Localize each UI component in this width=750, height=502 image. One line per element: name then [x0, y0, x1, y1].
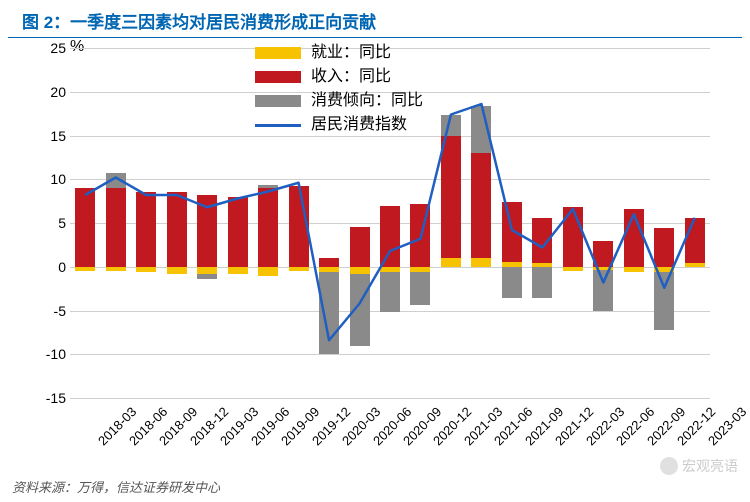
bar-group — [167, 48, 187, 398]
legend-label: 就业：同比 — [311, 42, 391, 64]
y-tick-label: 20 — [36, 84, 66, 100]
bar-income — [593, 241, 613, 267]
bar-income — [654, 228, 674, 267]
y-tick-label: -5 — [36, 303, 66, 319]
bar-employment — [685, 263, 705, 267]
legend-swatch — [255, 47, 301, 59]
bar-income — [532, 218, 552, 264]
bar-group — [75, 48, 95, 398]
source-text: 资料来源：万得，信达证券研发中心 — [12, 477, 220, 496]
bar-propensity — [654, 272, 674, 330]
bar-group — [228, 48, 248, 398]
legend-swatch — [255, 95, 301, 107]
bar-group — [441, 48, 461, 398]
bar-group — [563, 48, 583, 398]
bar-group — [624, 48, 644, 398]
y-tick-label: 15 — [36, 128, 66, 144]
bar-employment — [197, 267, 217, 274]
bar-propensity — [593, 270, 613, 310]
legend-item: 消费倾向：同比 — [255, 90, 423, 112]
bar-income — [197, 195, 217, 267]
bar-income — [350, 227, 370, 267]
bar-income — [685, 218, 705, 264]
bar-propensity — [319, 272, 339, 354]
y-tick-label: -10 — [36, 346, 66, 362]
bar-employment — [350, 267, 370, 274]
bar-income — [502, 202, 522, 262]
bar-group — [685, 48, 705, 398]
bar-propensity — [106, 173, 126, 188]
gridline — [70, 398, 710, 399]
bar-group — [106, 48, 126, 398]
bar-income — [471, 153, 491, 258]
bar-group — [471, 48, 491, 398]
bar-propensity — [502, 267, 522, 299]
bar-group — [197, 48, 217, 398]
bar-income — [167, 192, 187, 267]
legend-swatch — [255, 71, 301, 83]
bar-group — [502, 48, 522, 398]
bar-income — [380, 206, 400, 267]
bar-propensity — [258, 185, 278, 189]
bar-income — [258, 188, 278, 267]
bar-employment — [167, 267, 187, 274]
bar-income — [319, 258, 339, 267]
bar-employment — [228, 267, 248, 274]
bar-group — [532, 48, 552, 398]
bar-employment — [563, 267, 583, 271]
watermark-icon — [660, 457, 678, 475]
bar-employment — [624, 267, 644, 272]
legend-swatch — [255, 124, 301, 127]
legend-label: 消费倾向：同比 — [311, 90, 423, 112]
bar-employment — [289, 267, 309, 271]
bar-income — [563, 207, 583, 267]
bar-group — [654, 48, 674, 398]
bar-income — [75, 188, 95, 267]
y-tick-label: 10 — [36, 171, 66, 187]
bar-propensity — [380, 272, 400, 312]
bar-income — [441, 136, 461, 259]
legend-item: 居民消费指数 — [255, 114, 423, 136]
y-tick-label: 5 — [36, 215, 66, 231]
watermark-text: 宏观亮语 — [682, 456, 738, 476]
bar-income — [410, 204, 430, 267]
legend-item: 收入：同比 — [255, 66, 423, 88]
bar-propensity — [441, 115, 461, 136]
bar-employment — [136, 267, 156, 272]
legend-label: 收入：同比 — [311, 66, 391, 88]
bar-propensity — [471, 106, 491, 153]
bar-group — [136, 48, 156, 398]
legend-item: 就业：同比 — [255, 42, 423, 64]
legend: 就业：同比收入：同比消费倾向：同比居民消费指数 — [255, 42, 423, 138]
bar-income — [106, 188, 126, 267]
y-tick-label: 0 — [36, 259, 66, 275]
bar-propensity — [197, 274, 217, 279]
y-tick-label: 25 — [36, 40, 66, 56]
bar-employment — [441, 258, 461, 267]
bar-employment — [471, 258, 491, 267]
bar-group — [593, 48, 613, 398]
bar-propensity — [350, 274, 370, 346]
bar-income — [136, 192, 156, 267]
bar-employment — [106, 267, 126, 271]
bar-income — [624, 209, 644, 267]
watermark: 宏观亮语 — [660, 456, 738, 476]
bar-employment — [75, 267, 95, 271]
bar-employment — [258, 267, 278, 276]
y-tick-label: -15 — [36, 390, 66, 406]
chart-title: 图 2：一季度三因素均对居民消费形成正向贡献 — [8, 0, 742, 38]
bar-propensity — [410, 272, 430, 305]
legend-label: 居民消费指数 — [311, 114, 407, 136]
bar-income — [228, 197, 248, 267]
bar-income — [289, 186, 309, 267]
bar-propensity — [532, 267, 552, 299]
